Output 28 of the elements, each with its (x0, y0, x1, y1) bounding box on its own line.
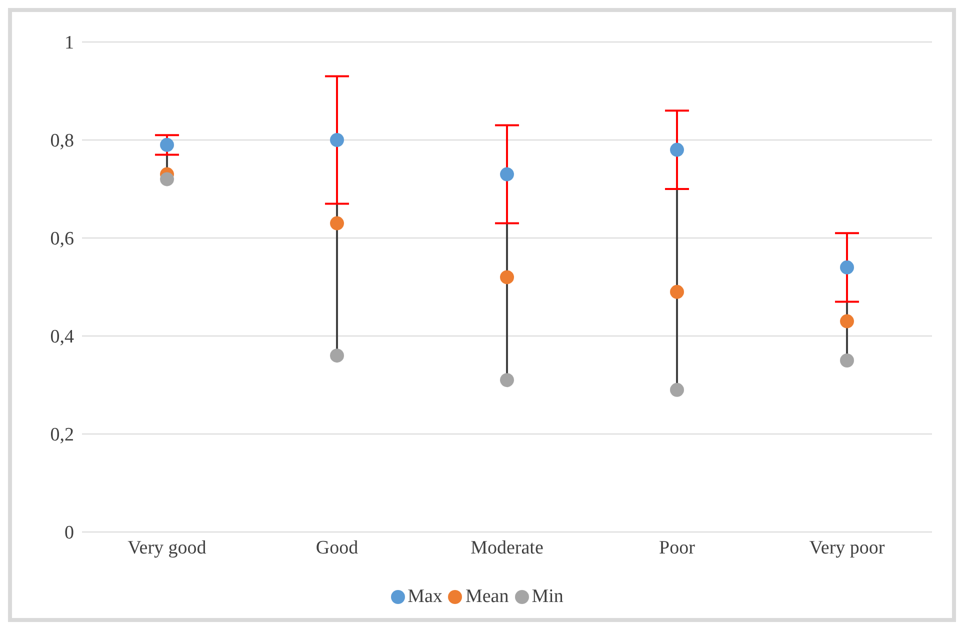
legend-label: Max (408, 586, 442, 608)
legend-label: Mean (465, 586, 509, 608)
point (330, 348, 344, 363)
point (160, 172, 174, 186)
point (840, 260, 854, 274)
point (500, 373, 514, 388)
y-tick-label: 0,6 (50, 228, 74, 250)
x-tick-label: Very good (128, 537, 207, 558)
legend-label: Min (532, 586, 564, 608)
point (160, 138, 174, 152)
x-tick-label: Moderate (470, 537, 544, 558)
point (330, 133, 344, 147)
point (670, 284, 684, 299)
x-tick-label: Poor (659, 537, 696, 558)
y-tick-label: 0,2 (50, 424, 74, 446)
y-tick-label: 0 (64, 522, 74, 544)
y-tick-label: 0,4 (50, 326, 74, 348)
x-tick-label: Good (316, 537, 359, 558)
y-tick-label: 0,8 (50, 130, 74, 152)
point (330, 216, 344, 230)
x-tick-label: Very poor (809, 537, 886, 558)
point (670, 382, 684, 397)
y-tick-label: 1 (64, 32, 74, 54)
point (500, 270, 514, 284)
point (840, 354, 854, 368)
point (840, 314, 854, 328)
point (670, 142, 684, 157)
point (500, 167, 514, 182)
